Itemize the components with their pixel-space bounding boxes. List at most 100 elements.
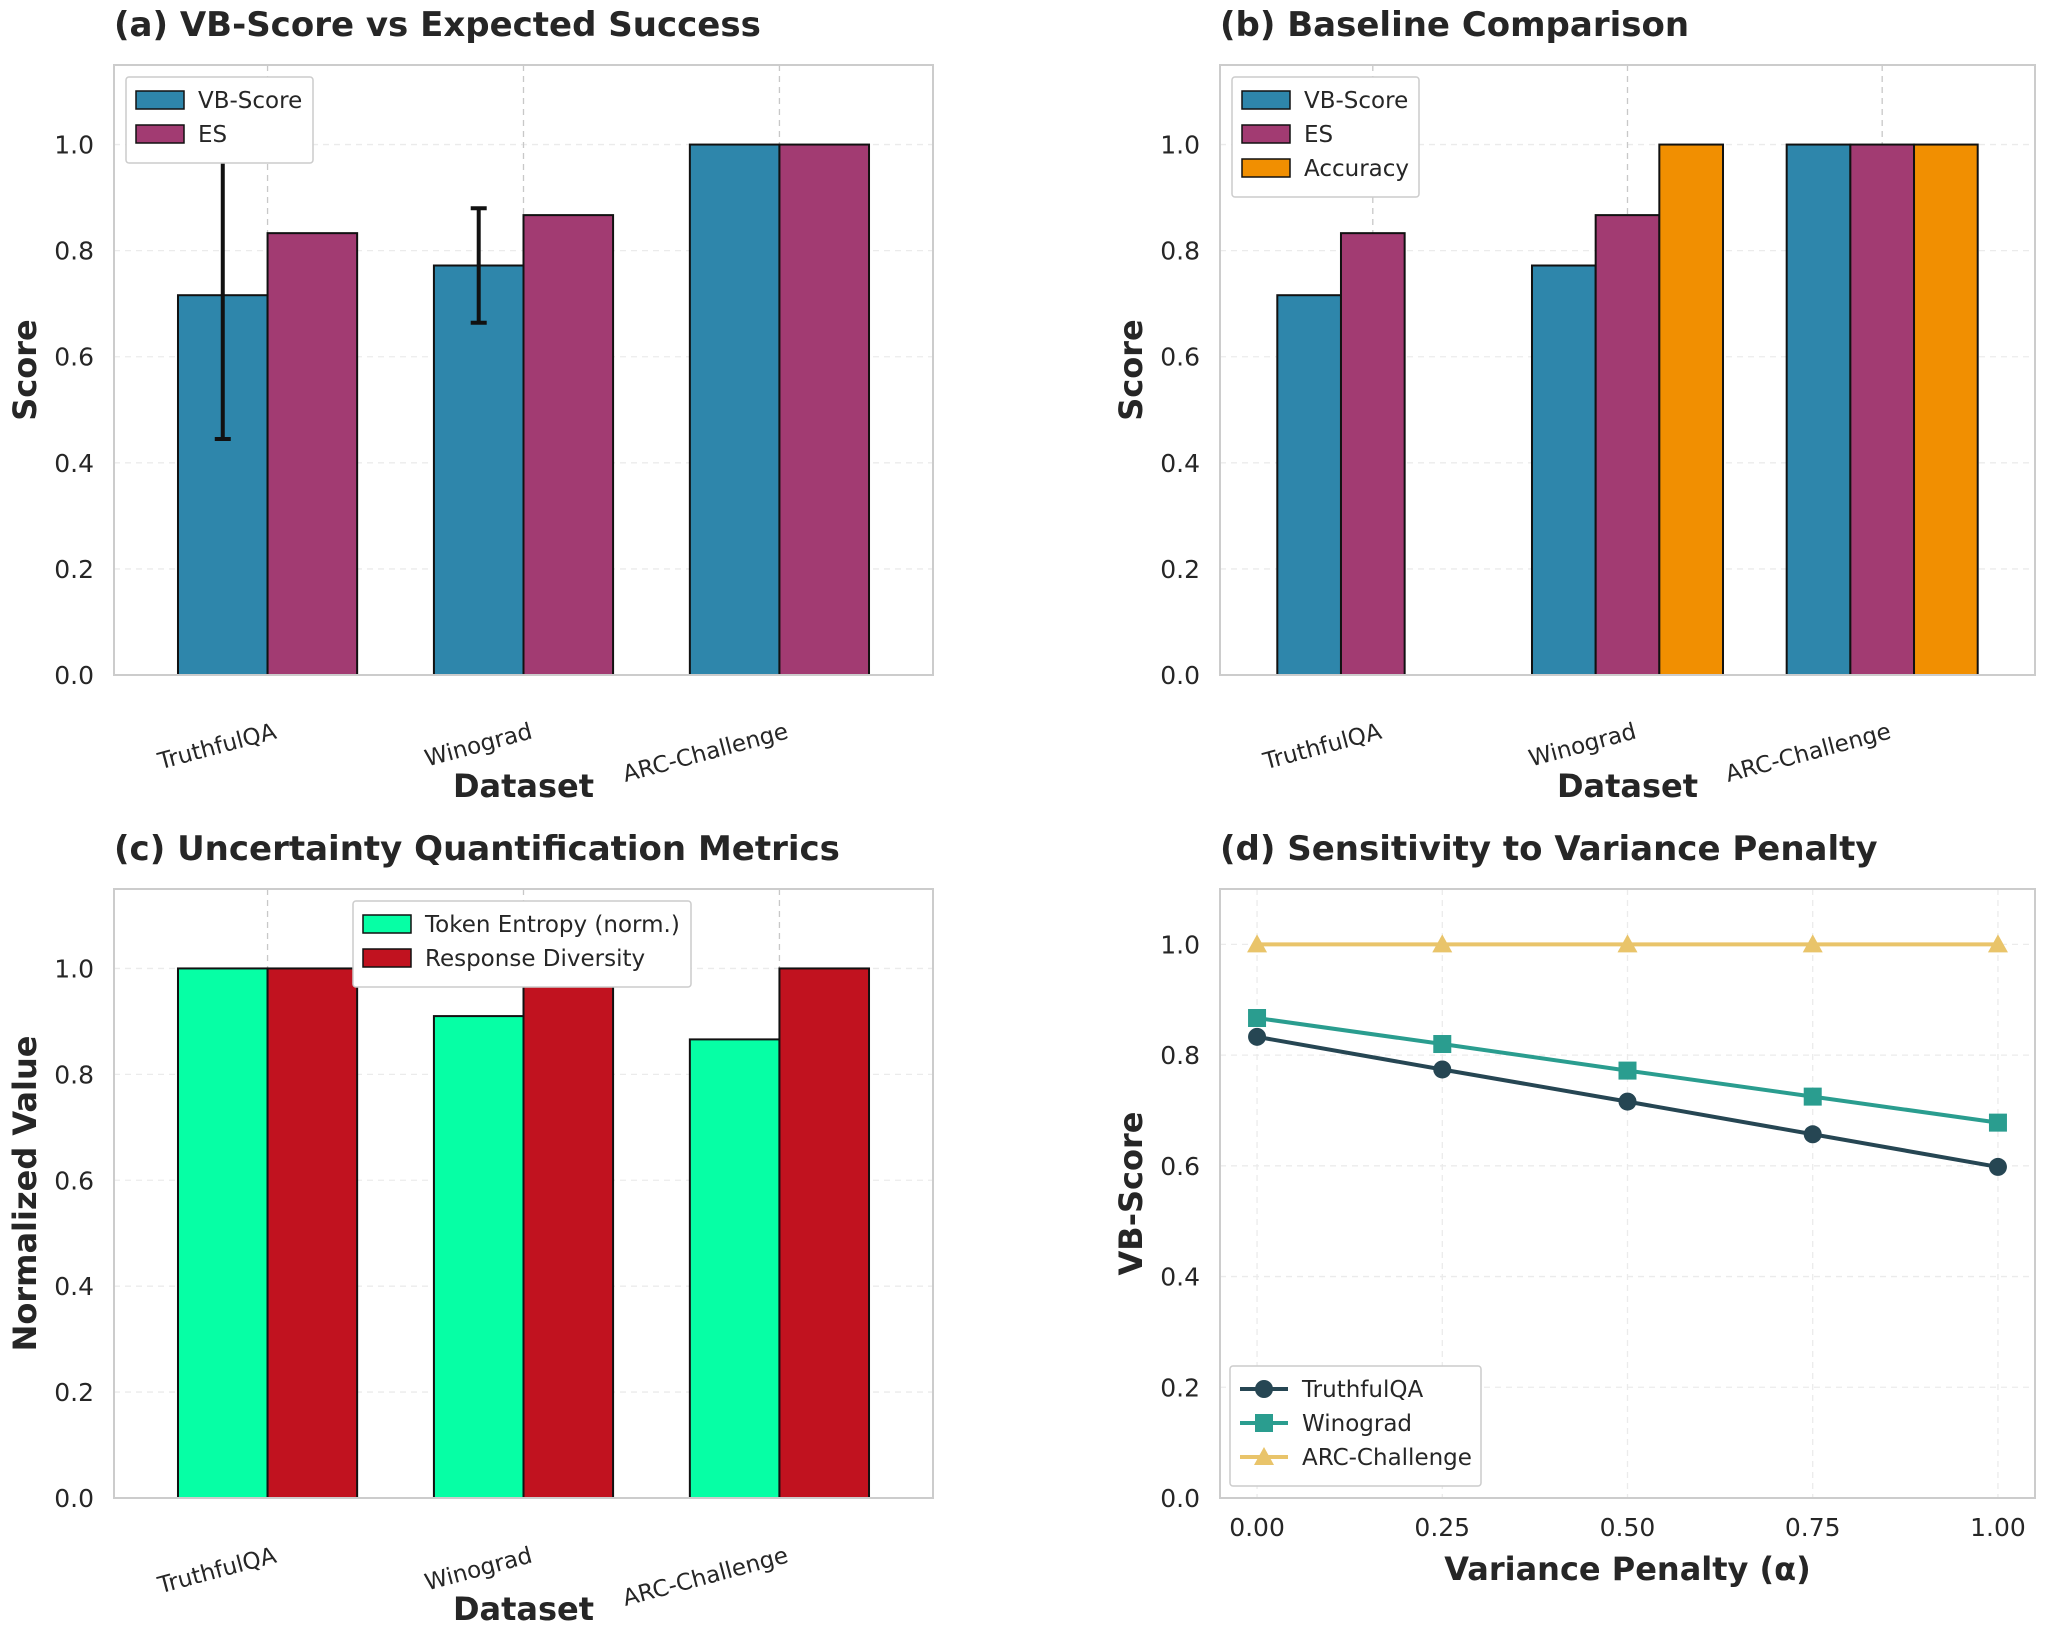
bar-vb-score-truthfulqa (1276, 294, 1342, 676)
bar-response-diversity-arc-challenge (778, 967, 871, 1499)
y-tick-label: 0.2 (1160, 555, 1200, 584)
point-winograd (1433, 1035, 1452, 1054)
legend-label: ES (1304, 122, 1333, 148)
y-tick-label: 0.6 (54, 1166, 94, 1195)
bar-es-truthfulqa (1339, 232, 1406, 676)
bar-token-entropy-norm-winograd (432, 1015, 525, 1499)
point-winograd (1248, 1008, 1267, 1027)
legend-marker-arc-challenge (1254, 1447, 1274, 1465)
x-axis-label: Dataset (453, 1590, 594, 1628)
legend-swatch-accuracy (1241, 158, 1291, 178)
y-axis-label: VB-Score (1112, 1112, 1150, 1276)
legend-marker-winograd (1255, 1414, 1273, 1432)
x-tick-label: 1.00 (1970, 1513, 2026, 1542)
bar-response-diversity-truthfulqa (266, 967, 359, 1499)
x-axis-label: Dataset (453, 767, 594, 805)
x-tick-label: 0.00 (1229, 1513, 1285, 1542)
panel-c: (c) Uncertainty Quantification Metrics 0.… (6, 829, 934, 1628)
panel-d: (d) Sensitivity to Variance Penalty 0.0 0.… (1112, 829, 2036, 1588)
panel-title: (a) VB-Score vs Expected Success (114, 5, 761, 45)
bar-vb-score-winograd (432, 264, 525, 676)
x-axis-label: Variance Penalty (α) (1444, 1550, 1811, 1588)
y-tick-label: 0.2 (54, 555, 94, 584)
legend-label: VB-Score (1304, 88, 1408, 114)
x-tick-label: ARC-Challenge (1723, 719, 1894, 788)
y-axis-label: Score (6, 319, 44, 420)
x-tick-label: 0.75 (1785, 1513, 1841, 1542)
x-tick-label: TruthfulQA (154, 719, 279, 776)
y-tick-label: 0.8 (1160, 1041, 1200, 1070)
x-tick-label: ARC-Challenge (620, 719, 791, 788)
x-tick-label: TruthfulQA (1260, 719, 1385, 776)
y-tick-label: 0.4 (54, 449, 94, 478)
y-tick-label: 0.4 (1160, 1263, 1200, 1292)
plot-frame (1219, 888, 2036, 1499)
bar-es-arc-challenge (778, 143, 871, 676)
bar-accuracy-winograd (1658, 143, 1725, 676)
bar-es-winograd (1594, 214, 1661, 676)
x-tick-label: ARC-Challenge (620, 1543, 791, 1612)
legend-label: Response Diversity (425, 946, 645, 972)
legend-box (352, 900, 692, 988)
point-truthfulqa (1433, 1060, 1452, 1079)
legend-label: Winograd (1302, 1411, 1412, 1437)
y-tick-label: 0.8 (1160, 237, 1200, 266)
point-truthfulqa (1803, 1125, 1822, 1144)
y-tick-label: 0.2 (54, 1378, 94, 1407)
legend-label: ARC-Challenge (1302, 1445, 1472, 1471)
y-tick-label: 0.6 (1160, 343, 1200, 372)
bar-es-arc-challenge (1849, 143, 1916, 676)
plot-frame (113, 888, 934, 1499)
y-tick-label: 0.0 (1160, 661, 1200, 690)
y-tick-label: 0.8 (54, 1060, 94, 1089)
bar-response-diversity-winograd (522, 967, 615, 1499)
bar-accuracy-arc-challenge (1913, 143, 1979, 676)
point-winograd (1618, 1061, 1637, 1080)
x-tick-label: 0.50 (1600, 1513, 1656, 1542)
panel-title: (d) Sensitivity to Variance Penalty (1220, 829, 1878, 869)
point-winograd (1803, 1087, 1822, 1106)
legend-swatch-response-diversity (362, 948, 412, 968)
y-tick-label: 0.0 (1160, 1484, 1200, 1513)
y-tick-label: 0.6 (54, 343, 94, 372)
bar-token-entropy-norm-arc-challenge (688, 1038, 781, 1499)
panel-title: (b) Baseline Comparison (1220, 5, 1689, 45)
legend-marker-truthfulqa (1255, 1380, 1273, 1398)
y-tick-label: 0.4 (54, 1272, 94, 1301)
x-tick-label: Winograd (1526, 719, 1639, 773)
x-tick-label: Winograd (422, 719, 535, 773)
legend-swatch-vb-score (135, 90, 185, 110)
point-truthfulqa (1618, 1092, 1637, 1111)
bar-vb-score-winograd (1530, 264, 1597, 676)
point-arc-challenge (1432, 934, 1453, 953)
legend-swatch-token-entropy-norm (362, 914, 412, 934)
plot-frame (113, 64, 934, 676)
legend-swatch-es (135, 124, 185, 144)
point-winograd (1988, 1113, 2007, 1132)
y-axis-label: Normalized Value (6, 1036, 44, 1352)
point-truthfulqa (1988, 1157, 2007, 1176)
bar-es-winograd (522, 214, 615, 676)
y-tick-label: 0.0 (54, 1484, 94, 1513)
y-tick-label: 1.0 (1160, 131, 1200, 160)
y-tick-label: 0.8 (54, 237, 94, 266)
x-tick-label: TruthfulQA (154, 1543, 279, 1600)
x-axis-label: Dataset (1557, 767, 1698, 805)
legend-label: Accuracy (1304, 156, 1409, 182)
legend-label: Token Entropy (norm.) (424, 912, 680, 938)
legend-swatch-vb-score (1241, 90, 1291, 110)
legend-label: ES (198, 122, 227, 148)
y-tick-label: 0.2 (1160, 1373, 1200, 1402)
y-tick-label: 0.0 (54, 661, 94, 690)
point-arc-challenge (1802, 934, 1823, 953)
legend-label: TruthfulQA (1301, 1377, 1423, 1403)
legend-swatch-es (1241, 124, 1291, 144)
y-axis-label: Score (1112, 319, 1150, 420)
point-truthfulqa (1248, 1027, 1267, 1046)
point-arc-challenge (1617, 934, 1638, 953)
bar-es-truthfulqa (266, 232, 359, 676)
legend-box (1229, 1365, 1482, 1487)
bar-vb-score-arc-challenge (688, 143, 781, 676)
point-arc-challenge (1987, 934, 2008, 953)
